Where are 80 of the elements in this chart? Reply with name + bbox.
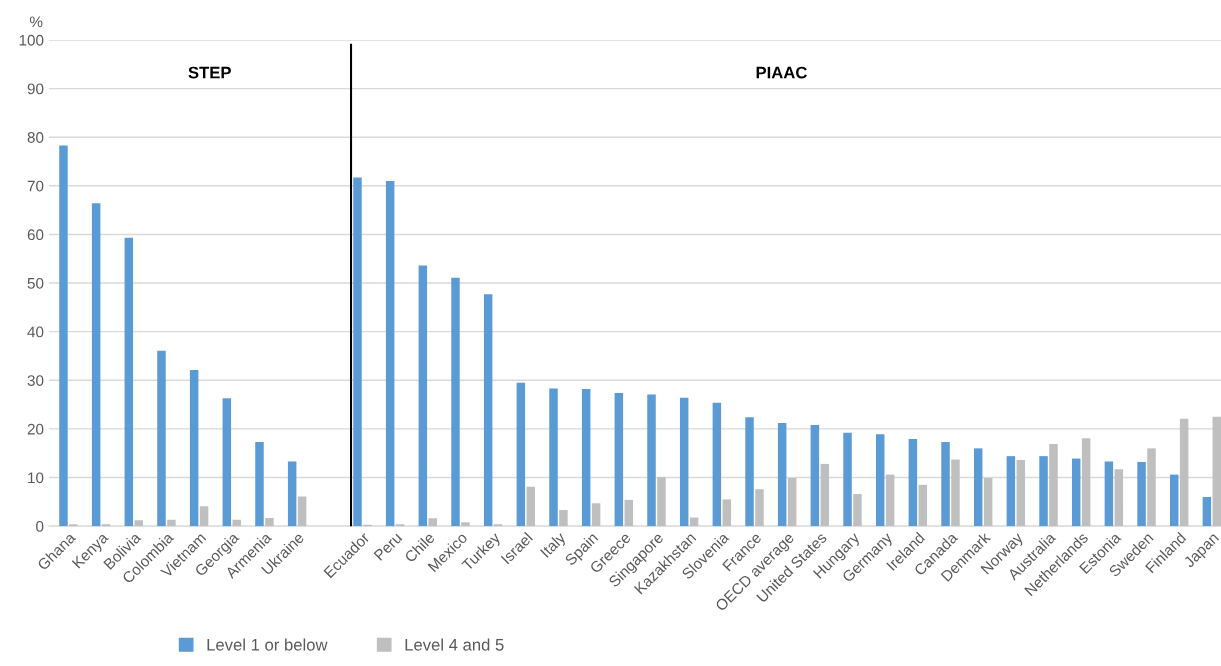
- y-tick-label: 20: [27, 423, 44, 435]
- bar: [755, 489, 764, 527]
- bar: [124, 237, 134, 527]
- bar: [287, 461, 297, 527]
- y-tick-label: 40: [27, 326, 44, 338]
- bar: [712, 402, 722, 527]
- bar: [559, 510, 568, 527]
- bar: [297, 496, 307, 527]
- bar: [222, 398, 232, 527]
- bar: [255, 442, 264, 527]
- bar: [1081, 438, 1091, 527]
- bar: [526, 486, 536, 527]
- bar: [1212, 416, 1221, 527]
- bar: [1114, 469, 1124, 527]
- bar: [918, 484, 928, 527]
- y-tick-label: 30: [27, 375, 44, 386]
- y-tick-label: 100: [19, 34, 44, 46]
- bar: [451, 277, 460, 527]
- bar: [983, 478, 993, 527]
- bar: [1202, 496, 1212, 527]
- bar: [941, 442, 950, 527]
- bar: [581, 389, 591, 527]
- bar: [777, 423, 787, 527]
- bar: [418, 265, 428, 527]
- legend-label: Level 1 or below: [207, 638, 328, 651]
- y-tick-label: 60: [27, 229, 44, 241]
- bar: [59, 145, 68, 527]
- bar: [973, 448, 983, 527]
- bar: [1049, 443, 1058, 527]
- bar: [1006, 456, 1016, 527]
- bar: [91, 203, 101, 527]
- bar: [1039, 456, 1048, 527]
- bar: [689, 517, 699, 527]
- bar: [745, 417, 754, 527]
- y-tick-label: 10: [28, 472, 44, 484]
- bar: [1016, 460, 1026, 527]
- bar: [1179, 418, 1189, 527]
- bar: [549, 388, 558, 527]
- bar: [679, 397, 689, 527]
- bar: [157, 350, 166, 527]
- legend-label: Level 4 and 5: [405, 638, 504, 651]
- bar: [614, 392, 624, 527]
- bar: [1071, 458, 1081, 527]
- bar: [199, 506, 209, 527]
- bar: [951, 459, 960, 527]
- bar: [385, 180, 395, 527]
- bar: [875, 434, 885, 527]
- bar: [483, 294, 493, 527]
- bar: [647, 394, 656, 527]
- bar: [1137, 461, 1146, 527]
- bar: [134, 520, 143, 527]
- bar: [189, 370, 199, 527]
- bar: [428, 518, 438, 527]
- bar: [1104, 461, 1114, 527]
- bar: [167, 519, 176, 527]
- bar: [820, 463, 830, 527]
- annotation: PIAAC: [756, 66, 807, 79]
- y-tick-label: 90: [27, 83, 44, 95]
- bar: [516, 382, 526, 527]
- y-tick-label: 70: [27, 180, 44, 192]
- bar: [853, 494, 862, 527]
- y-tick-label: 50: [27, 277, 44, 289]
- bar: [722, 499, 732, 527]
- bar: [810, 425, 820, 527]
- bar: [591, 503, 601, 527]
- bar: [1147, 448, 1156, 527]
- y-axis-title: %: [29, 16, 43, 28]
- y-tick-label: 0: [36, 521, 44, 532]
- bar: [1169, 474, 1179, 527]
- bar: [265, 517, 274, 527]
- bar: [461, 522, 470, 527]
- y-tick-label: 80: [27, 132, 44, 143]
- bar: [353, 177, 362, 527]
- bar: [787, 478, 797, 527]
- bar: [908, 439, 918, 527]
- bar: [885, 474, 895, 527]
- bar: [624, 499, 634, 527]
- bar: [657, 477, 666, 527]
- bar: [843, 432, 852, 527]
- annotation: STEP: [188, 66, 231, 79]
